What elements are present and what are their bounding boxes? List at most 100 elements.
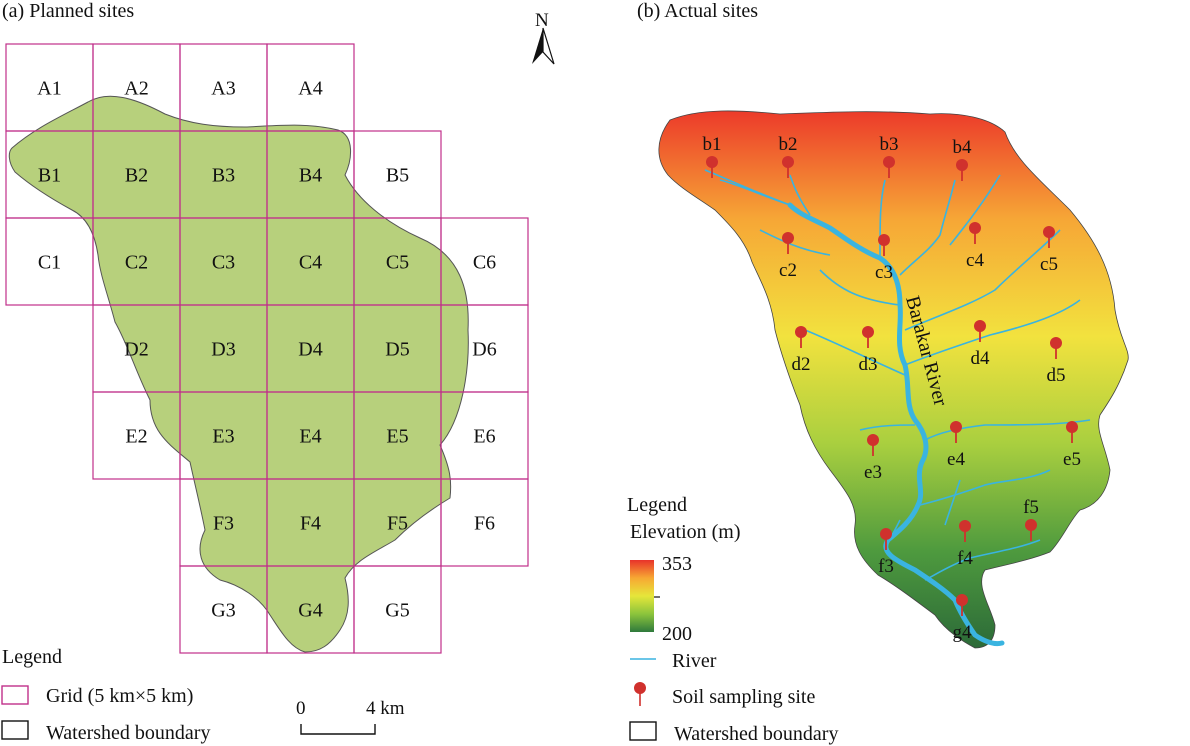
sampling-site-c2: c2 bbox=[779, 232, 797, 281]
sampling-site-e4: e4 bbox=[947, 421, 965, 470]
site-marker-icon bbox=[878, 234, 890, 246]
grid-cell-label: D5 bbox=[385, 339, 409, 361]
grid-cell-label: B5 bbox=[386, 165, 409, 187]
watershed-elevation-surface bbox=[658, 110, 1129, 649]
site-marker-icon bbox=[795, 326, 807, 338]
site-label: c5 bbox=[1040, 254, 1058, 275]
river-tributary bbox=[804, 329, 906, 376]
grid-cell-label: D6 bbox=[472, 339, 496, 361]
site-marker-icon bbox=[867, 434, 879, 446]
grid-cell-label: G3 bbox=[211, 600, 235, 622]
legend-b-title: Legend bbox=[627, 494, 687, 516]
site-label: b4 bbox=[953, 137, 973, 158]
grid-cell-label: C4 bbox=[299, 252, 322, 274]
grid-cell-label: C2 bbox=[125, 252, 148, 274]
river-tributary bbox=[944, 479, 961, 526]
scale-bar-line bbox=[300, 724, 376, 735]
site-label: f4 bbox=[957, 548, 973, 569]
site-label: d4 bbox=[971, 348, 991, 369]
site-marker-icon bbox=[956, 594, 968, 606]
grid-cell-label: D4 bbox=[298, 339, 322, 361]
grid-cell-label: G4 bbox=[298, 600, 322, 622]
river-tributary bbox=[949, 174, 1001, 246]
grid-cell-label: E2 bbox=[125, 426, 147, 448]
river-tributary bbox=[924, 539, 1041, 581]
scale-bar-start-label: 0 bbox=[296, 698, 306, 719]
river-tributary bbox=[924, 419, 1091, 441]
elevation-min-label: 200 bbox=[662, 623, 692, 645]
river-tributary bbox=[899, 179, 956, 276]
site-marker-icon bbox=[959, 520, 971, 532]
river-tributary bbox=[904, 229, 1061, 331]
grid-cell-label: A4 bbox=[298, 78, 322, 100]
site-label: b3 bbox=[880, 134, 899, 155]
site-marker-icon bbox=[969, 222, 981, 234]
grid-cell-label: B1 bbox=[38, 165, 61, 187]
site-marker-icon bbox=[1050, 337, 1062, 349]
site-marker-icon bbox=[1025, 519, 1037, 531]
elevation-max-label: 353 bbox=[662, 553, 692, 575]
grid-cell-label: A1 bbox=[37, 78, 61, 100]
site-marker-icon bbox=[706, 156, 718, 168]
grid-cell-label: F3 bbox=[213, 513, 234, 535]
grid-cell-label: F5 bbox=[387, 513, 408, 535]
site-marker-icon bbox=[956, 159, 968, 171]
grid-cell-label: C3 bbox=[212, 252, 235, 274]
site-label: f3 bbox=[878, 556, 894, 577]
grid-cell-label: E5 bbox=[386, 426, 408, 448]
grid-cell-label: B3 bbox=[212, 165, 235, 187]
sampling-site-c5: c5 bbox=[1040, 226, 1058, 275]
planning-grid: A1 A2 A3 A4 B1 B2 B3 B4 B5 C1 C2 C3 C4 C5 C6 D2 D3 D4 D5 D6… bbox=[5, 43, 529, 654]
site-label: b2 bbox=[779, 134, 798, 155]
scale-bar-end-label: 4 km bbox=[366, 698, 405, 719]
north-arrow-icon: N bbox=[532, 10, 555, 65]
sampling-site-f4: f4 bbox=[957, 520, 973, 569]
grid-cell-label: G5 bbox=[385, 600, 409, 622]
sampling-site-d2: d2 bbox=[792, 326, 811, 375]
grid-cell-label: F6 bbox=[474, 513, 495, 535]
grid-cell-label: E4 bbox=[299, 426, 321, 448]
legend-grid-swatch bbox=[1, 685, 29, 705]
legend-a-title: Legend bbox=[2, 646, 62, 668]
grid-cell-label: C6 bbox=[473, 252, 496, 274]
grid-cell-label: B2 bbox=[125, 165, 148, 187]
panel-b-title: (b) Actual sites bbox=[637, 0, 758, 22]
legend-boundary-swatch-b bbox=[629, 721, 657, 741]
site-marker-icon bbox=[950, 421, 962, 433]
site-label: c3 bbox=[875, 262, 893, 283]
site-marker-icon bbox=[862, 326, 874, 338]
sampling-site-d3: d3 bbox=[859, 326, 878, 375]
sampling-site-b3: b3 bbox=[880, 134, 899, 178]
site-label: e4 bbox=[947, 449, 965, 470]
site-marker-icon bbox=[1043, 226, 1055, 238]
grid-cell-label: F4 bbox=[300, 513, 321, 535]
sampling-site-d5: d5 bbox=[1047, 337, 1066, 386]
site-label: c4 bbox=[966, 250, 984, 271]
sampling-site-b1: b1 bbox=[703, 134, 722, 178]
grid-cell-label: D3 bbox=[211, 339, 235, 361]
sampling-site-f3: f3 bbox=[878, 528, 894, 577]
scale-bar: 0 4 km bbox=[296, 698, 405, 735]
sampling-site-c4: c4 bbox=[966, 222, 984, 271]
grid-cell-label: A2 bbox=[124, 78, 148, 100]
elevation-color-ramp bbox=[630, 560, 654, 632]
legend-river-label: River bbox=[672, 650, 717, 672]
panel-a-title: (a) Planned sites bbox=[2, 0, 134, 22]
sampling-site-e5: e5 bbox=[1063, 421, 1081, 470]
grid-cell-label: A3 bbox=[211, 78, 235, 100]
legend-boundary-label-b: Watershed boundary bbox=[674, 723, 838, 745]
barakar-river bbox=[787, 202, 1005, 647]
river-tributary bbox=[789, 174, 811, 216]
site-marker-icon bbox=[974, 320, 986, 332]
grid-cell-label: E6 bbox=[473, 426, 495, 448]
grid-cell-label: C1 bbox=[38, 252, 61, 274]
sampling-site-b4: b4 bbox=[953, 137, 973, 181]
sampling-site-c3: c3 bbox=[875, 234, 893, 283]
site-label: d3 bbox=[859, 354, 878, 375]
elevation-legend-title: Elevation (m) bbox=[630, 521, 741, 543]
river-tributary bbox=[819, 269, 901, 306]
river-tributary bbox=[879, 179, 886, 259]
river-tributary bbox=[919, 469, 1051, 506]
site-marker-icon bbox=[782, 232, 794, 244]
